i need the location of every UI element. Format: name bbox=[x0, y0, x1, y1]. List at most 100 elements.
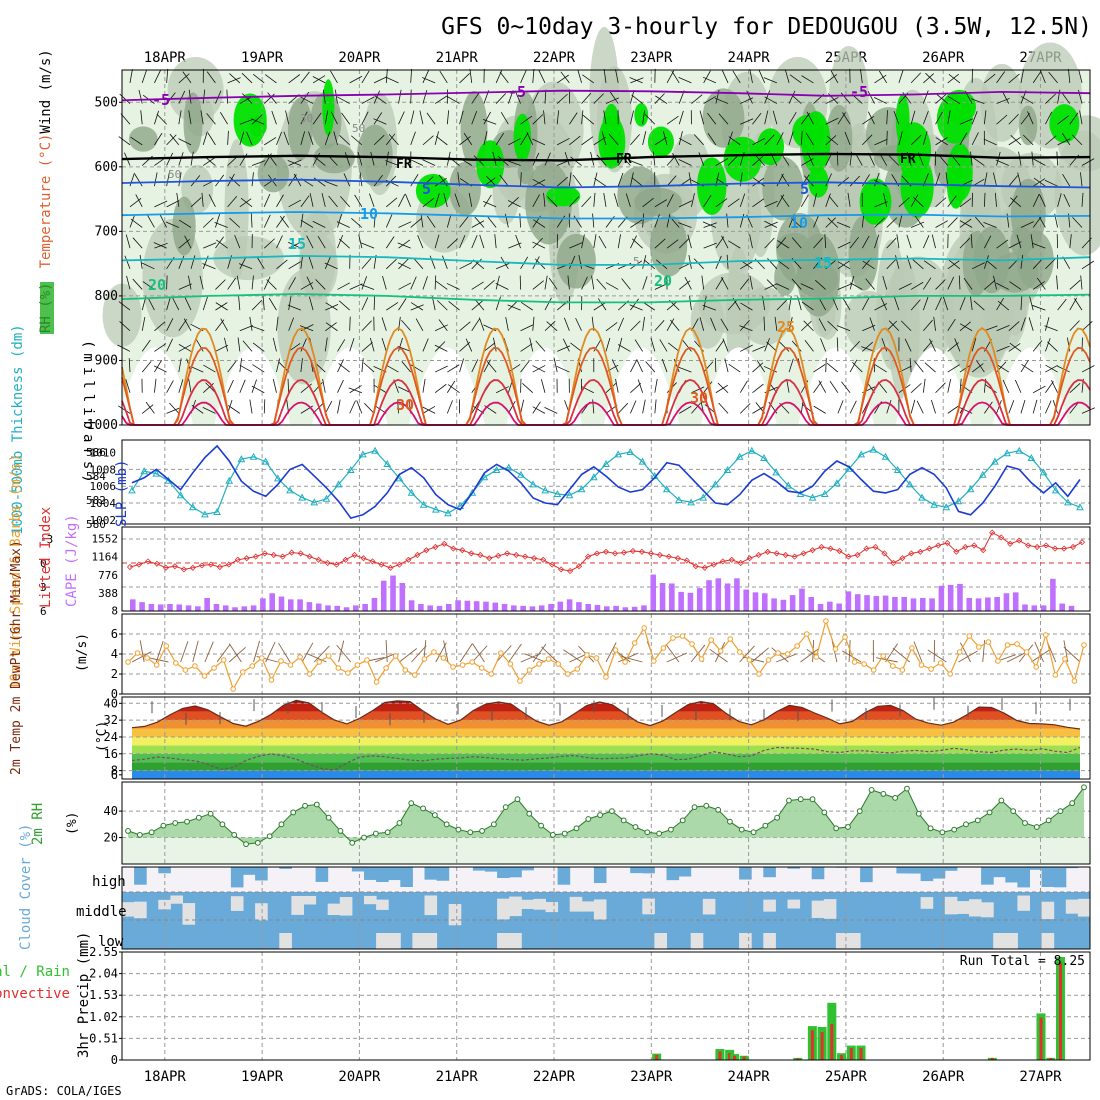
wind-speed-point bbox=[412, 672, 418, 678]
wind-barb bbox=[912, 259, 924, 270]
rh-moist-core bbox=[313, 143, 355, 174]
cape-bar bbox=[315, 603, 322, 611]
wind-speed-point bbox=[201, 673, 208, 679]
wind-barb bbox=[272, 378, 277, 393]
cape-bar bbox=[604, 606, 610, 611]
wind-speed-point bbox=[345, 670, 351, 676]
wind-speed-point bbox=[1071, 678, 1078, 684]
wind-barb bbox=[947, 195, 957, 208]
rh-point bbox=[349, 839, 356, 846]
cloud-mid-gap bbox=[969, 899, 982, 917]
wind-barb bbox=[715, 339, 725, 352]
thickness-point bbox=[274, 474, 282, 482]
wind-speed-point bbox=[421, 656, 428, 662]
thickness-point bbox=[504, 463, 513, 471]
wind-barb bbox=[147, 215, 155, 228]
wind-barb bbox=[752, 177, 765, 187]
wind-barb bbox=[900, 320, 912, 332]
wind-barb bbox=[386, 258, 397, 270]
lifted-index-point bbox=[360, 555, 367, 562]
wind-barb bbox=[349, 316, 351, 331]
thickness-axis-label: 1000-500mb Thickness (dm) bbox=[10, 324, 26, 535]
wind-barb bbox=[496, 263, 510, 270]
wind-barb bbox=[974, 216, 985, 228]
precip-panel: 00.511.021.532.042.55 Run Total = 8.25 T… bbox=[0, 932, 1091, 1067]
wind-barb bbox=[959, 237, 971, 249]
wind-barb bbox=[721, 276, 729, 290]
rh-saturated-core bbox=[947, 163, 965, 209]
surface-wind-barb bbox=[155, 640, 164, 663]
precip-convective-bar bbox=[655, 1054, 659, 1060]
wind-speed-point bbox=[373, 679, 380, 685]
rh-point bbox=[833, 825, 840, 832]
wind-barb bbox=[936, 94, 949, 104]
wind-barb bbox=[325, 322, 338, 332]
rh-point bbox=[148, 829, 155, 836]
wind-speed-point bbox=[364, 657, 370, 663]
cape-bar bbox=[288, 599, 294, 611]
wind-barb bbox=[417, 235, 424, 249]
precip-convective-bar bbox=[728, 1053, 732, 1060]
cape-bar bbox=[901, 597, 907, 611]
wind-barb bbox=[861, 297, 870, 311]
wind-barb bbox=[285, 110, 290, 125]
cape-bar bbox=[873, 596, 880, 611]
wind-barb bbox=[543, 192, 546, 207]
cape-bar bbox=[306, 602, 313, 611]
wind-barb bbox=[789, 74, 802, 84]
wind-barb bbox=[239, 198, 252, 208]
wind-barb bbox=[486, 175, 497, 187]
bottom-date-axis: 18APR 19APR 20APR 21APR 22APR 23APR 24APR 25APR… bbox=[144, 1069, 1062, 1085]
wind-barb bbox=[508, 400, 516, 414]
wind-barb bbox=[972, 157, 985, 166]
lifted-index-point bbox=[315, 556, 322, 563]
cape-bar bbox=[715, 578, 722, 611]
wind-barb bbox=[471, 91, 480, 104]
wind-barb bbox=[849, 340, 860, 352]
lifted-index-point bbox=[486, 555, 493, 562]
wind-barb bbox=[239, 358, 243, 373]
rh-moist-area bbox=[844, 291, 894, 352]
wind-speed-point bbox=[813, 654, 820, 660]
wind-barb bbox=[629, 160, 643, 166]
wind-barb bbox=[605, 337, 611, 352]
wind-barb bbox=[970, 151, 973, 166]
wind-speed-point bbox=[392, 653, 399, 659]
wind-barb bbox=[508, 138, 521, 146]
thickness-point bbox=[675, 495, 683, 503]
cape-bar bbox=[325, 605, 331, 611]
isotherm-label: 15 bbox=[814, 254, 832, 272]
wind-barb bbox=[459, 73, 471, 84]
wind-barb bbox=[772, 110, 778, 125]
wind-barb bbox=[786, 378, 790, 393]
cape-bar bbox=[799, 588, 805, 611]
wind-barb bbox=[184, 235, 192, 249]
cloud-mid-gap bbox=[509, 896, 522, 917]
freezing-level-label: FR bbox=[396, 157, 412, 172]
wind-barb bbox=[777, 240, 790, 249]
cloud-mid-gap bbox=[787, 899, 801, 909]
rh-point bbox=[892, 794, 899, 801]
wind-barb bbox=[494, 234, 497, 249]
wind-barb bbox=[818, 380, 827, 393]
wind-barb bbox=[984, 279, 996, 290]
wind-barb bbox=[532, 241, 546, 249]
wind-barb bbox=[1079, 110, 1083, 125]
wind-barb bbox=[1080, 275, 1083, 290]
wind-barb bbox=[532, 280, 544, 290]
wind-barb bbox=[410, 131, 416, 146]
wind-speed-point bbox=[746, 657, 753, 663]
lifted-index-point bbox=[620, 549, 628, 556]
wind-barb bbox=[361, 257, 372, 270]
surface-wind-barb bbox=[336, 644, 352, 663]
wind-barb bbox=[178, 358, 182, 373]
wind-barb bbox=[752, 383, 764, 394]
wind-barb bbox=[654, 320, 665, 332]
wind-barb bbox=[169, 133, 180, 146]
precip-convective-bar bbox=[990, 1057, 994, 1060]
lifted-index-tick: 0 bbox=[40, 557, 47, 570]
cape-bar bbox=[864, 595, 870, 611]
wind-barb bbox=[1057, 193, 1062, 207]
wind-barb bbox=[556, 74, 569, 84]
wind-barb bbox=[679, 405, 692, 414]
